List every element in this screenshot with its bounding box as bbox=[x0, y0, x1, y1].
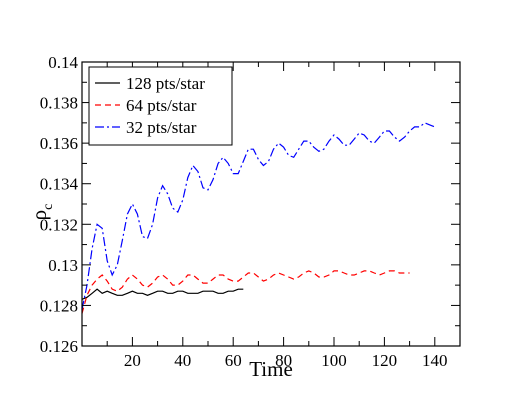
plot-frame bbox=[81, 61, 461, 347]
y-axis-title-main: ρ bbox=[27, 210, 51, 220]
x-tick-label: 60 bbox=[225, 351, 242, 370]
x-axis-title: Time bbox=[249, 357, 293, 381]
series-line-3 bbox=[81, 122, 436, 310]
legend-label-1: 128 pts/star bbox=[126, 74, 205, 93]
y-axis-title-sub: c bbox=[41, 204, 56, 210]
y-tick-label: 0.14 bbox=[48, 53, 78, 72]
x-tick-label: 100 bbox=[321, 351, 347, 370]
y-tick-label: 0.13 bbox=[48, 256, 78, 275]
x-tick-label: 120 bbox=[372, 351, 398, 370]
y-tick-label: 0.136 bbox=[40, 134, 78, 153]
svg-text:ρc: ρc bbox=[27, 204, 56, 221]
y-tick-label: 0.134 bbox=[40, 175, 79, 194]
y-tick-label: 0.126 bbox=[40, 337, 78, 356]
y-tick-label: 0.128 bbox=[40, 296, 78, 315]
y-axis-title: ρc bbox=[27, 204, 56, 221]
series-line-1 bbox=[81, 288, 244, 300]
series-line-2 bbox=[81, 270, 410, 314]
series-layer bbox=[81, 122, 436, 314]
x-tick-label: 40 bbox=[174, 351, 191, 370]
legend: 128 pts/star 64 pts/star 32 pts/star bbox=[88, 66, 233, 146]
x-tick-label: 80 bbox=[275, 351, 292, 370]
legend-label-2: 64 pts/star bbox=[126, 96, 197, 115]
y-tick-label: 0.138 bbox=[40, 94, 78, 113]
legend-label-3: 32 pts/star bbox=[126, 118, 197, 137]
x-tick-label: 20 bbox=[124, 351, 141, 370]
ticks-layer: 20 40 60 80 100 120 140 0.126 0.128 0.13 0.132 0.13… bbox=[40, 53, 461, 370]
legend-box bbox=[88, 66, 233, 146]
y-tick-label: 0.132 bbox=[40, 215, 78, 234]
x-tick-label: 140 bbox=[422, 351, 448, 370]
